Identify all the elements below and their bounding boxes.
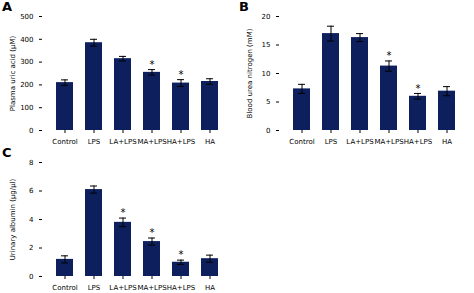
svg-text:20: 20: [262, 13, 271, 21]
svg-text:Control: Control: [52, 284, 77, 292]
svg-text:0: 0: [29, 127, 33, 135]
svg-text:300: 300: [20, 58, 33, 66]
svg-text:*: *: [387, 50, 392, 61]
svg-text:LPS: LPS: [88, 284, 101, 292]
svg-text:Urinary albumin (μg/μl): Urinary albumin (μg/μl): [9, 178, 17, 260]
svg-text:LA+LPS: LA+LPS: [109, 284, 137, 292]
svg-text:*: *: [416, 83, 421, 94]
svg-text:HA: HA: [442, 138, 452, 146]
svg-text:2: 2: [29, 244, 33, 252]
svg-text:8: 8: [29, 159, 33, 167]
svg-text:15: 15: [262, 41, 271, 49]
svg-text:HA+LPS: HA+LPS: [404, 138, 433, 146]
svg-text:400: 400: [20, 36, 33, 44]
svg-text:*: *: [179, 249, 184, 260]
svg-text:LPS: LPS: [88, 138, 101, 146]
html-text:C: C: [2, 145, 12, 160]
svg-text:*: *: [150, 227, 155, 238]
svg-text:5: 5: [266, 98, 270, 106]
html-text:A: A: [2, 0, 13, 14]
svg-text:LA+LPS: LA+LPS: [346, 138, 374, 146]
svg-text:HA: HA: [205, 138, 215, 146]
svg-text:6: 6: [29, 187, 34, 195]
html-text:B: B: [239, 0, 249, 14]
svg-text:10: 10: [262, 70, 271, 78]
svg-text:Plasma uric acid (μM): Plasma uric acid (μM): [9, 35, 17, 111]
svg-text:4: 4: [29, 216, 34, 224]
svg-text:*: *: [179, 69, 184, 80]
svg-text:*: *: [121, 207, 126, 218]
svg-text:LA+LPS: LA+LPS: [109, 138, 137, 146]
svg-text:LPS: LPS: [325, 138, 338, 146]
svg-text:Control: Control: [289, 138, 314, 146]
svg-text:MA+LPS: MA+LPS: [137, 284, 167, 292]
svg-text:HA+LPS: HA+LPS: [167, 138, 196, 146]
svg-text:*: *: [150, 59, 155, 70]
svg-text:Blood urea nitrogen (mM): Blood urea nitrogen (mM): [246, 28, 254, 118]
svg-text:200: 200: [20, 81, 33, 89]
svg-text:0: 0: [266, 127, 270, 135]
svg-text:HA: HA: [205, 284, 215, 292]
svg-text:Control: Control: [52, 138, 77, 146]
svg-text:MA+LPS: MA+LPS: [374, 138, 404, 146]
svg-text:0: 0: [29, 273, 33, 281]
svg-text:500: 500: [20, 13, 33, 21]
svg-text:MA+LPS: MA+LPS: [137, 138, 167, 146]
svg-text:HA+LPS: HA+LPS: [167, 284, 196, 292]
svg-text:100: 100: [20, 104, 33, 112]
